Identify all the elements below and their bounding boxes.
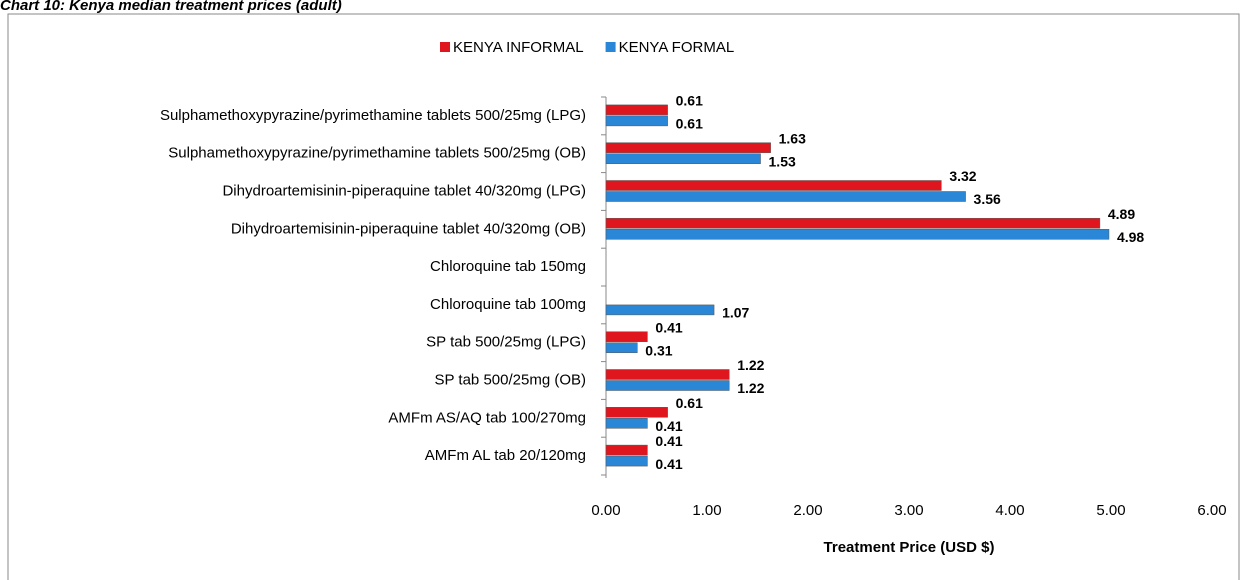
chart-title: Chart 10: Kenya median treatment prices … [0,0,342,14]
y-tick-label: Sulphamethoxypyrazine/pyrimethamine tabl… [160,107,586,124]
legend-label: KENYA INFORMAL [453,39,584,56]
y-tick-label: SP tab 500/25mg (LPG) [426,334,586,351]
y-tick-label: Chloroquine tab 150mg [430,258,586,275]
y-tick-label: SP tab 500/25mg (OB) [435,371,586,388]
value-label: 0.41 [655,319,682,335]
bar [605,444,648,456]
value-label: 1.22 [737,357,764,373]
y-tick-label: Dihydroartemisinin-piperaquine tablet 40… [231,220,586,237]
value-label: 1.63 [779,130,806,146]
value-label: 0.61 [676,116,703,132]
bar [605,153,761,164]
value-label: 1.07 [722,305,749,321]
bar [605,104,668,116]
bar [605,180,942,191]
legend-swatch [440,42,450,52]
y-tick-label: AMFm AS/AQ tab 100/270mg [388,409,586,426]
x-tick-label: 3.00 [894,502,923,519]
bar [605,218,1101,229]
value-label: 3.56 [974,191,1001,207]
value-label: 0.61 [676,93,703,109]
bar [605,191,966,202]
bar [605,142,771,153]
bar [605,380,730,391]
value-label: 1.53 [769,153,796,169]
y-tick-label: AMFm AL tab 20/120mg [425,447,586,464]
chart-border [7,13,1240,580]
bar [605,407,668,418]
value-label: 3.32 [949,168,976,184]
x-tick-label: 1.00 [692,502,721,519]
x-tick-label: 6.00 [1197,502,1226,519]
bar [605,418,648,429]
bar [605,229,1110,240]
value-label: 4.98 [1117,229,1144,245]
y-tick-label: Chloroquine tab 100mg [430,296,586,313]
y-tick-label: Dihydroartemisinin-piperaquine tablet 40… [222,182,586,199]
y-tick-label: Sulphamethoxypyrazine/pyrimethamine tabl… [168,145,586,162]
bar [605,304,715,316]
x-tick-label: 2.00 [793,502,822,519]
bar [605,115,668,127]
value-label: 4.89 [1108,206,1135,222]
x-tick-label: 5.00 [1096,502,1125,519]
bar [605,455,648,467]
value-label: 0.31 [645,342,672,358]
value-label: 0.61 [676,395,703,411]
x-tick-label: 4.00 [995,502,1024,519]
value-label: 0.41 [655,418,682,434]
value-label: 1.22 [737,380,764,396]
bar [605,342,638,353]
bar [605,369,730,380]
value-label: 0.41 [655,456,682,472]
legend-label: KENYA FORMAL [619,39,735,56]
x-tick-label: 0.00 [591,502,620,519]
legend-swatch [605,42,616,52]
bar [605,331,648,342]
value-label: 0.41 [655,433,682,449]
x-axis-label: Treatment Price (USD $) [824,539,995,556]
